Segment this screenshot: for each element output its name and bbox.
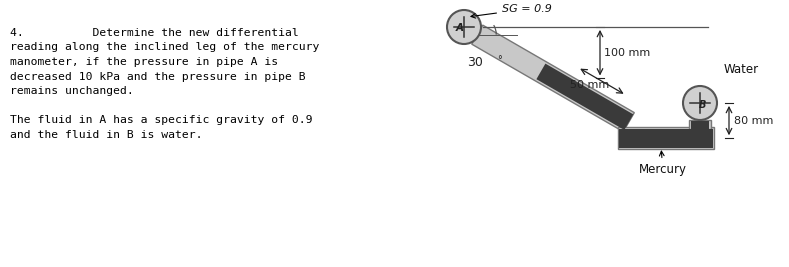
Text: °: ° bbox=[497, 55, 502, 65]
Text: 80 mm: 80 mm bbox=[734, 116, 773, 125]
Circle shape bbox=[447, 10, 481, 44]
Text: remains unchanged.: remains unchanged. bbox=[10, 86, 134, 96]
Bar bbox=[691, 121, 709, 129]
Text: A: A bbox=[456, 23, 464, 33]
Bar bbox=[618, 127, 714, 149]
Text: SG = 0.9: SG = 0.9 bbox=[471, 4, 552, 18]
Polygon shape bbox=[472, 25, 634, 132]
Text: 30: 30 bbox=[467, 56, 483, 69]
Polygon shape bbox=[537, 64, 634, 130]
Bar bbox=[689, 120, 711, 129]
Text: 4.          Determine the new differential: 4. Determine the new differential bbox=[10, 28, 299, 38]
Text: reading along the inclined leg of the mercury: reading along the inclined leg of the me… bbox=[10, 42, 320, 53]
Text: B: B bbox=[698, 100, 705, 110]
Text: The fluid in A has a specific gravity of 0.9: The fluid in A has a specific gravity of… bbox=[10, 115, 312, 125]
Text: 100 mm: 100 mm bbox=[604, 48, 650, 58]
Bar bbox=[619, 129, 713, 148]
Text: Water: Water bbox=[724, 63, 759, 76]
Text: manometer, if the pressure in pipe A is: manometer, if the pressure in pipe A is bbox=[10, 57, 279, 67]
Circle shape bbox=[683, 86, 717, 120]
Text: decreased 10 kPa and the pressure in pipe B: decreased 10 kPa and the pressure in pip… bbox=[10, 72, 305, 81]
Text: 50 mm: 50 mm bbox=[570, 80, 609, 90]
Text: Mercury: Mercury bbox=[639, 151, 686, 176]
Text: and the fluid in B is water.: and the fluid in B is water. bbox=[10, 129, 203, 139]
